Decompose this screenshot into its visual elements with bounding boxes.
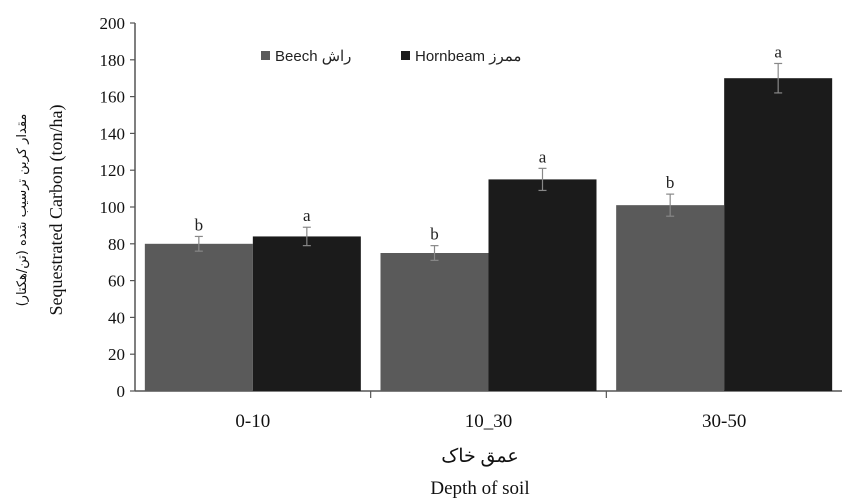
bar-hornbeam (488, 179, 597, 391)
x-axis-label-en: Depth of soil (430, 478, 529, 499)
bar-beech (380, 253, 489, 391)
y-axis-label-fa: مقدار کربن ترسیب شده (تن/هکتار) (15, 114, 30, 307)
legend-swatch-beech (261, 51, 270, 60)
x-ticks: 0-10 10_30 30-50 (235, 391, 746, 432)
y-tick-label: 80 (108, 235, 125, 254)
y-tick-label: 140 (100, 124, 126, 143)
y-tick-label: 200 (100, 14, 126, 33)
bar-hornbeam (252, 236, 361, 391)
y-tick-label: 100 (100, 198, 126, 217)
y-tick-label: 0 (117, 382, 126, 401)
legend-label-hornbeam: Hornbeam ممرز (415, 48, 521, 65)
legend-swatch-hornbeam (401, 51, 410, 60)
bar-beech (616, 205, 725, 391)
significance-letter: b (195, 215, 204, 234)
y-tick-label: 120 (100, 161, 126, 180)
y-tick-label: 180 (100, 51, 126, 70)
x-tick-label: 0-10 (235, 411, 270, 432)
bars: b a b a b a (144, 42, 833, 391)
bar-hornbeam (724, 78, 833, 391)
legend-label-beech: Beech راش (275, 48, 351, 65)
x-tick-label: 30-50 (702, 411, 746, 432)
x-tick-label: 10_30 (465, 411, 513, 432)
y-tick-label: 40 (108, 308, 125, 327)
significance-letter: a (539, 147, 547, 166)
significance-letter: a (774, 42, 782, 61)
y-tick-label: 160 (100, 88, 126, 107)
x-axis-label-fa: عمق خاک (441, 446, 518, 467)
legend: Beech راش Hornbeam ممرز (261, 48, 521, 65)
y-ticks: 0 20 40 60 80 100 120 140 160 180 200 (100, 14, 135, 401)
y-axis-label-en: Sequestrated Carbon (ton/ha) (46, 105, 67, 316)
bar-beech (144, 243, 253, 391)
significance-letter: a (303, 206, 311, 225)
y-tick-label: 60 (108, 272, 125, 291)
significance-letter: b (430, 225, 439, 244)
y-tick-label: 20 (108, 345, 125, 364)
significance-letter: b (666, 173, 675, 192)
